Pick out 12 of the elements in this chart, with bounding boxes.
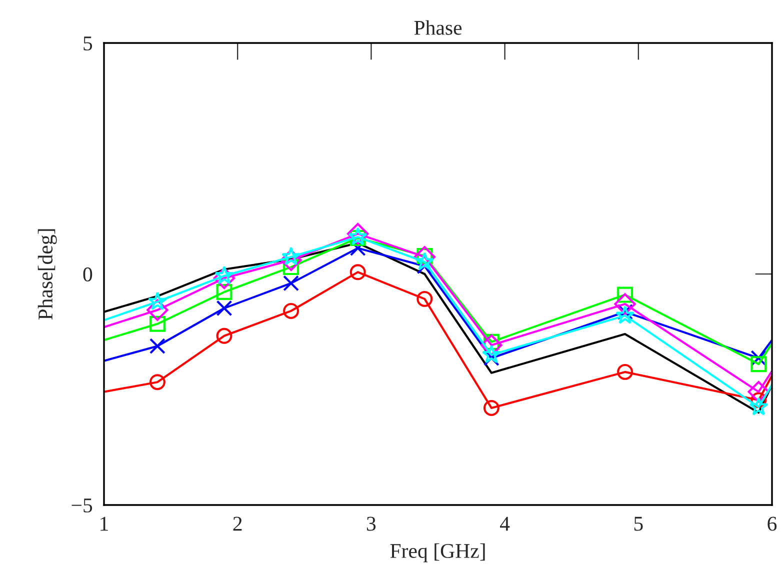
x-tick-label: 3 [366, 516, 376, 531]
x-axis-title: Freq [GHz] [390, 543, 485, 562]
x-tick-label: 5 [634, 516, 643, 531]
chart-title: Phase [414, 20, 462, 35]
y-tick-label: −5 [72, 498, 92, 512]
y-tick-label: 0 [83, 267, 92, 282]
x-tick-label: 6 [768, 516, 777, 531]
x-tick-label: 2 [233, 516, 242, 531]
x-tick-label: 1 [100, 516, 108, 531]
y-tick-label: 5 [84, 36, 92, 50]
x-tick-label: 4 [500, 516, 510, 531]
y-axis-title: Phase[deg] [38, 229, 57, 320]
